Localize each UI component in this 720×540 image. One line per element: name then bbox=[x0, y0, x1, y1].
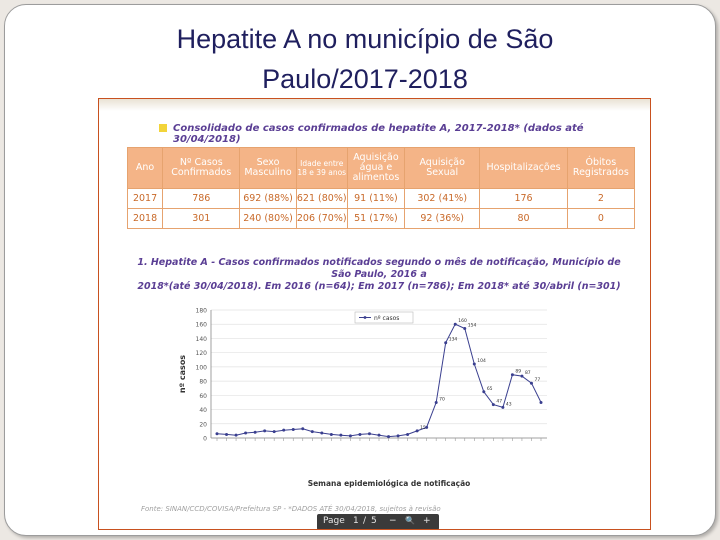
data-point bbox=[244, 431, 248, 435]
data-point bbox=[215, 432, 219, 436]
series-line bbox=[216, 323, 542, 438]
data-point bbox=[539, 400, 543, 404]
table-header: Aquisição água e alimentos bbox=[346, 147, 406, 189]
page-separator: / bbox=[363, 516, 367, 526]
data-point bbox=[348, 434, 352, 438]
y-tick-label: 80 bbox=[199, 379, 207, 386]
data-label: 43 bbox=[506, 401, 512, 407]
data-label: 134 bbox=[449, 337, 458, 343]
data-point bbox=[282, 428, 286, 432]
page-number-input[interactable]: 1 bbox=[353, 516, 359, 526]
data-label: 65 bbox=[487, 386, 493, 392]
data-point bbox=[501, 405, 505, 409]
data-point bbox=[444, 341, 448, 345]
table-row: 2017 786 692 (88%) 621 (80%) 91 (11%) 30… bbox=[126, 188, 636, 209]
cases-line-chart: 0 20 40 60 80 100 120 140 160 180 nº casos Semana e… bbox=[178, 308, 547, 488]
data-point bbox=[339, 433, 343, 437]
y-tick-label: 40 bbox=[199, 407, 207, 414]
data-point bbox=[529, 381, 533, 385]
data-label: 160 bbox=[458, 318, 467, 324]
table-cell: 240 (80%) bbox=[239, 208, 297, 229]
data-point bbox=[291, 427, 295, 431]
y-tick-label: 140 bbox=[196, 336, 208, 343]
data-point bbox=[387, 435, 391, 439]
data-label: 89 bbox=[515, 369, 521, 375]
table-cell: 301 bbox=[162, 208, 241, 229]
y-tick-label: 160 bbox=[196, 322, 208, 329]
y-tick-label: 0 bbox=[203, 436, 207, 443]
data-point bbox=[329, 432, 333, 436]
table-header: Sexo Masculino bbox=[239, 147, 297, 189]
data-point bbox=[453, 322, 457, 326]
data-point bbox=[434, 400, 438, 404]
slide-title: Hepatite A no município de São Paulo/201… bbox=[95, 19, 635, 99]
data-point bbox=[253, 430, 257, 434]
legend-marker bbox=[363, 316, 367, 319]
document-header-band bbox=[99, 99, 650, 111]
data-point bbox=[396, 434, 400, 438]
data-point bbox=[472, 362, 476, 366]
data-point bbox=[415, 429, 419, 433]
data-label: 154 bbox=[468, 322, 477, 328]
data-point bbox=[377, 433, 381, 437]
x-axis-label: Semana epidemiológica de notificação bbox=[308, 479, 471, 488]
chart-heading-line2: 2018*(até 30/04/2018). Em 2016 (n=64); E… bbox=[137, 281, 621, 292]
table-header: Aquisição Sexual bbox=[404, 147, 481, 189]
zoom-in-button[interactable]: + bbox=[423, 516, 431, 526]
table-header: Óbitos Registrados bbox=[566, 147, 636, 189]
legend-box bbox=[354, 311, 414, 324]
data-point bbox=[482, 390, 486, 394]
embedded-document: Consolidado de casos confirmados de hepa… bbox=[98, 98, 651, 530]
data-point bbox=[320, 431, 324, 435]
zoom-out-button[interactable]: − bbox=[389, 516, 397, 526]
data-label: 47 bbox=[496, 399, 502, 405]
data-label: 87 bbox=[525, 370, 531, 376]
slide-title-line2: Paulo/2017-2018 bbox=[262, 64, 468, 94]
data-point bbox=[272, 430, 276, 434]
data-point bbox=[234, 433, 238, 437]
data-point bbox=[463, 326, 467, 330]
yellow-bullet-icon bbox=[159, 124, 167, 132]
data-point bbox=[406, 432, 410, 436]
data-label: 70 bbox=[439, 396, 445, 402]
data-point bbox=[358, 432, 362, 436]
table-title: Consolidado de casos confirmados de hepa… bbox=[173, 123, 584, 145]
legend-label: nº casos bbox=[374, 315, 399, 322]
y-tick-label: 20 bbox=[199, 421, 207, 428]
y-tick-label: 120 bbox=[196, 350, 208, 357]
data-point bbox=[263, 429, 267, 433]
data-point bbox=[491, 403, 495, 407]
table-row: 2018 301 240 (80%) 206 (70%) 51 (17%) 92… bbox=[126, 208, 636, 229]
table-cell: 0 bbox=[566, 208, 636, 229]
slide-title-line1: Hepatite A no município de São bbox=[176, 24, 554, 54]
data-point bbox=[310, 430, 314, 434]
table-header: Nº Casos Confirmados bbox=[162, 147, 241, 189]
data-label: 104 bbox=[477, 358, 486, 364]
page-total: 5 bbox=[371, 516, 377, 526]
data-point bbox=[225, 432, 229, 436]
data-point bbox=[425, 425, 429, 429]
data-point bbox=[367, 432, 371, 436]
data-label: 15 bbox=[420, 425, 426, 431]
data-point bbox=[510, 373, 514, 377]
pdf-viewer-toolbar: Page 1 / 5 − 🔍 + bbox=[317, 514, 439, 529]
table-header: Idade entre 18 e 39 anos bbox=[295, 147, 348, 189]
data-point bbox=[301, 427, 305, 431]
table-header-row: Ano Nº Casos Confirmados Sexo Masculino … bbox=[126, 147, 636, 189]
chart-heading-line1: 1. Hepatite A - Casos confirmados notifi… bbox=[137, 257, 621, 280]
y-tick-label: 100 bbox=[196, 364, 208, 371]
cases-table: Ano Nº Casos Confirmados Sexo Masculino … bbox=[126, 147, 636, 229]
y-tick-label: 60 bbox=[199, 393, 207, 400]
data-point bbox=[520, 374, 524, 378]
data-label: 77 bbox=[534, 377, 540, 383]
y-axis-label: nº casos bbox=[178, 355, 187, 393]
source-note: Fonte: SINAN/CCD/COVISA/Prefeitura SP - … bbox=[141, 505, 441, 513]
table-cell: 92 (36%) bbox=[404, 208, 481, 229]
page-label: Page bbox=[323, 516, 345, 526]
zoom-search-icon[interactable]: 🔍 bbox=[405, 516, 415, 525]
chart-heading: 1. Hepatite A - Casos confirmados notifi… bbox=[129, 257, 629, 293]
y-tick-label: 180 bbox=[196, 308, 208, 315]
